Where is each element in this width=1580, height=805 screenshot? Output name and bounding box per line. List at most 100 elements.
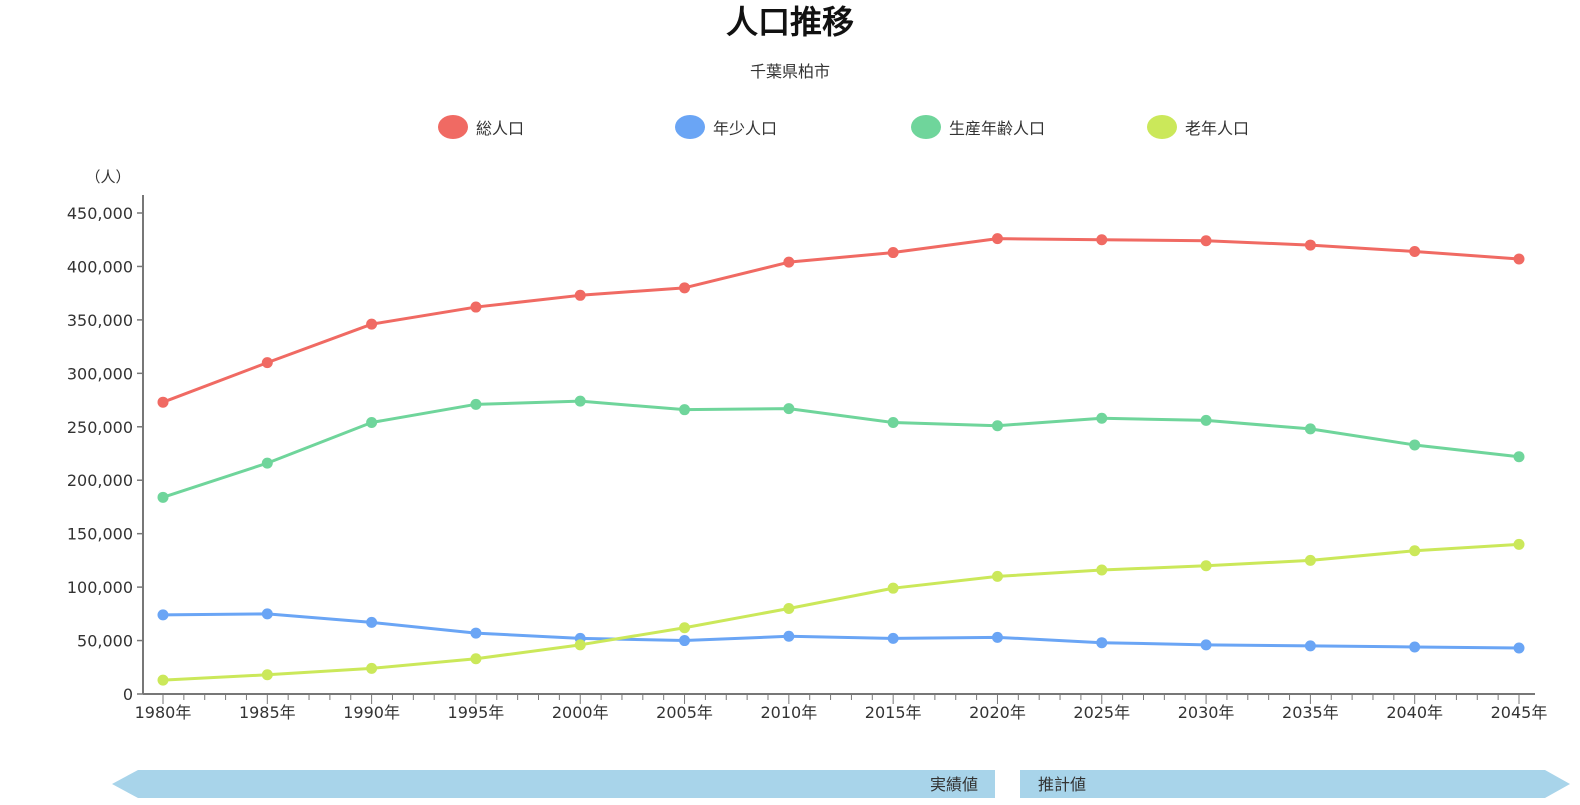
y-tick-label: 400,000 [67,257,133,276]
series-layer [157,233,1525,686]
data-point-elderly [887,582,899,594]
data-point-youth [261,608,273,620]
data-point-elderly [991,570,1003,582]
data-point-elderly [1409,545,1421,557]
x-tick-label: 2020年 [969,703,1026,722]
data-point-working-age [366,417,378,429]
actual-period-arrow [112,770,995,798]
data-point-elderly [679,622,691,634]
data-point-youth [887,632,899,644]
x-tick-label: 1985年 [239,703,296,722]
data-point-youth [679,635,691,647]
data-point-elderly [1513,538,1525,550]
data-point-working-age [887,417,899,429]
x-tick-label: 2045年 [1491,703,1548,722]
x-tick-label: 2000年 [552,703,609,722]
legend-label-total: 総人口 [476,119,525,138]
data-point-elderly [366,662,378,674]
x-tick-label: 2025年 [1073,703,1130,722]
y-tick-label: 250,000 [67,418,133,437]
data-point-total [366,318,378,330]
data-point-elderly [1200,560,1212,572]
projection-period-label: 推計値 [1038,775,1086,794]
data-point-youth [366,616,378,628]
legend-label-working-age: 生産年齢人口 [949,119,1046,138]
y-tick-label: 200,000 [67,471,133,490]
data-point-working-age [1304,423,1316,435]
legend-marker-elderly [1147,115,1177,139]
x-tick-label: 1995年 [448,703,505,722]
data-point-elderly [574,639,586,651]
data-point-working-age [574,395,586,407]
data-point-youth [157,609,169,621]
data-point-working-age [1200,414,1212,426]
legend-item-youth[interactable]: 年少人口 [675,112,777,142]
x-tick-label: 2005年 [656,703,713,722]
legend-item-elderly[interactable]: 老年人口 [1147,112,1249,142]
data-point-youth [991,631,1003,643]
y-tick-label: 100,000 [67,578,133,597]
y-tick-label: 300,000 [67,364,133,383]
data-point-youth [470,627,482,639]
x-tick-label: 1980年 [135,703,192,722]
y-tick-label: 450,000 [67,204,133,223]
data-point-total [679,282,691,294]
data-point-total [574,289,586,301]
x-tick-label: 2035年 [1282,703,1339,722]
series-line-working-age [162,399,1520,499]
data-point-youth [783,630,795,642]
y-tick-label: 150,000 [67,525,133,544]
data-point-youth [1513,642,1525,654]
data-point-total [1200,235,1212,247]
legend-marker-total [438,115,468,139]
data-point-elderly [1304,554,1316,566]
chart-subtitle: 千葉県柏市 [749,62,830,81]
y-axis-unit-label: （人） [85,168,130,186]
y-tick-label: 50,000 [77,632,133,651]
data-point-total [1096,234,1108,246]
legend-label-elderly: 老年人口 [1185,119,1250,138]
axes: （人） 0 50,000 100,000 150,000 200,000 250,000 30… [67,168,1548,722]
data-point-working-age [470,398,482,410]
x-tick-label: 2010年 [760,703,817,722]
data-point-youth [1409,641,1421,653]
data-point-elderly [783,602,795,614]
legend: 総人口 年少人口 生産年齢人口 老年人口 [0,112,1580,142]
legend-item-working-age[interactable]: 生産年齢人口 [911,112,1045,142]
data-point-total [1513,253,1525,265]
data-point-total [887,247,899,259]
actual-period-label: 実績値 [930,775,978,794]
data-point-total [991,233,1003,245]
data-point-working-age [679,404,691,416]
data-point-working-age [783,403,795,415]
data-point-elderly [157,674,169,686]
period-arrows: 実績値 推計値 [112,770,1570,798]
data-point-total [1304,239,1316,251]
series-line-youth [162,612,1520,650]
chart-title: 人口推移 [725,3,854,41]
series-line-total [162,237,1520,404]
y-tick-label: 0 [123,685,133,704]
data-point-total [1409,245,1421,257]
data-point-working-age [261,457,273,469]
data-point-working-age [1409,439,1421,451]
data-point-working-age [1513,451,1525,463]
data-point-youth [1304,640,1316,652]
legend-marker-youth [675,115,705,139]
data-point-elderly [261,669,273,681]
data-point-total [783,256,795,268]
legend-marker-working-age [911,115,941,139]
data-point-working-age [1096,412,1108,424]
x-tick-label: 2030年 [1178,703,1235,722]
series-line-elderly [162,542,1520,682]
data-point-working-age [991,420,1003,432]
projection-period-arrow [1020,770,1570,798]
x-tick-label: 2015年 [865,703,922,722]
data-point-youth [1096,637,1108,649]
legend-label-youth: 年少人口 [713,119,778,138]
x-tick-label: 1990年 [343,703,400,722]
data-point-working-age [157,491,169,503]
data-point-elderly [1096,564,1108,576]
legend-item-total[interactable]: 総人口 [438,112,524,142]
